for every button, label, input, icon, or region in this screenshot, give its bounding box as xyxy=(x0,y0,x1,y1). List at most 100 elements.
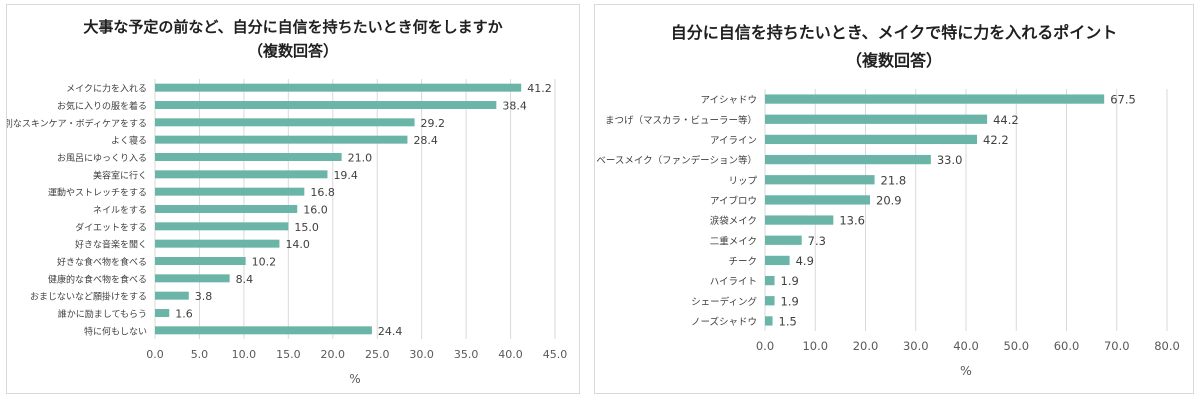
right-bar xyxy=(765,316,773,326)
right-x-tick-label: 70.0 xyxy=(1104,339,1130,353)
left-bar xyxy=(155,83,522,92)
right-data-label: 20.9 xyxy=(876,193,902,207)
left-data-label: 24.4 xyxy=(378,325,403,338)
right-bar xyxy=(765,215,834,225)
left-bar xyxy=(155,291,189,300)
right-category-label: 涙袋メイク xyxy=(710,215,757,227)
left-category-label: お気に入りの服を着る xyxy=(57,100,147,112)
right-x-tick-label: 0.0 xyxy=(756,339,774,353)
left-data-label: 29.2 xyxy=(421,117,446,130)
chart-panel-right: 自分に自信を持ちたいとき、メイクで特に力を入れるポイント （複数回答） 0.0 1… xyxy=(594,4,1194,394)
chart-title-left-sub: （複数回答） xyxy=(247,42,338,60)
left-category-label: メイクに力を入れる xyxy=(66,83,147,95)
right-bar xyxy=(765,235,802,245)
right-bar xyxy=(765,134,978,145)
left-bar xyxy=(155,274,230,283)
left-data-label: 16.8 xyxy=(310,186,335,199)
right-category-label: リップ xyxy=(728,176,757,187)
left-category-label: 誰かに励ましてもらう xyxy=(58,308,147,320)
left-data-label: 3.8 xyxy=(195,290,213,303)
right-bar xyxy=(765,275,775,286)
left-category-label: ネイルをする xyxy=(93,205,147,216)
left-data-label: 10.2 xyxy=(252,256,277,269)
left-bar xyxy=(155,326,372,335)
left-category-label: 好きな食べ物を食べる xyxy=(57,256,147,268)
left-category-label: ダイエットをする xyxy=(75,221,147,233)
right-data-label: 42.2 xyxy=(983,133,1009,147)
left-x-axis-title: % xyxy=(349,372,360,386)
left-x-tick-label: 5.0 xyxy=(191,348,209,361)
right-x-axis-title: % xyxy=(960,363,972,378)
right-x-tick-label: 20.0 xyxy=(853,339,879,353)
right-x-tick-label: 30.0 xyxy=(903,339,929,353)
right-x-tick-label: 60.0 xyxy=(1054,339,1080,353)
right-bar xyxy=(765,195,871,205)
right-category-label: ノーズシャドウ xyxy=(691,316,757,328)
left-data-label: 15.0 xyxy=(294,221,319,234)
left-data-label: 8.4 xyxy=(236,273,254,286)
left-bar xyxy=(155,222,289,231)
right-data-label: 1.5 xyxy=(779,314,797,328)
left-x-tick-label: 40.0 xyxy=(498,348,523,361)
chart-panel-left: 大事な予定の前など、自分に自信を持ちたいとき何をしますか （複数回答） 0.0 5… xyxy=(6,4,580,394)
right-bar xyxy=(765,255,790,266)
right-data-label: 67.5 xyxy=(1110,93,1136,107)
chart-title-right-sub: （複数回答） xyxy=(845,51,942,70)
left-data-label: 1.6 xyxy=(175,308,193,321)
left-data-label: 38.4 xyxy=(502,100,527,113)
left-category-label: 美容室に行く xyxy=(93,169,147,181)
right-category-label: 二重メイク xyxy=(710,235,757,247)
left-bar xyxy=(155,153,342,161)
left-data-label: 14.0 xyxy=(285,238,310,251)
left-x-tick-label: 0.0 xyxy=(146,348,164,361)
left-category-label: 好きな音楽を聞く xyxy=(75,239,147,251)
left-x-tick-label: 15.0 xyxy=(276,348,301,361)
left-x-tick-label: 25.0 xyxy=(365,348,390,361)
left-category-label: 運動やストレッチをする xyxy=(48,188,147,199)
left-bar xyxy=(155,118,415,127)
left-category-label: お風呂にゆっくり入る xyxy=(57,153,147,164)
left-category-label: 健康的な食べ物を食べる xyxy=(48,273,147,285)
left-category-label: 特別なスキンケア・ボディケアをする xyxy=(7,117,147,129)
right-data-label: 13.6 xyxy=(839,214,865,228)
left-x-tick-label: 10.0 xyxy=(232,348,257,361)
left-bar xyxy=(155,257,246,265)
right-category-label: ベースメイク（ファンデーション等） xyxy=(596,155,757,167)
left-bar xyxy=(155,101,497,109)
left-data-label: 19.4 xyxy=(333,169,358,182)
right-data-label: 44.2 xyxy=(993,113,1019,127)
left-bar xyxy=(155,309,170,317)
right-bar xyxy=(765,114,988,124)
left-data-label: 21.0 xyxy=(348,152,373,165)
right-x-tick-label: 80.0 xyxy=(1154,339,1180,353)
right-data-label: 1.9 xyxy=(781,294,799,308)
left-category-label: おまじないなど願掛けをする xyxy=(30,291,147,303)
right-category-label: ハイライト xyxy=(710,277,757,288)
left-bar xyxy=(155,205,298,213)
left-bar xyxy=(155,187,305,196)
right-data-label: 33.0 xyxy=(937,153,963,167)
left-x-tick-label: 20.0 xyxy=(321,348,346,361)
chart-title-right: 自分に自信を持ちたいとき、メイクで特に力を入れるポイント （複数回答） xyxy=(595,19,1193,75)
right-data-label: 1.9 xyxy=(781,274,799,288)
left-bar xyxy=(155,135,408,144)
right-x-tick-label: 10.0 xyxy=(802,339,828,353)
right-category-label: アイブロウ xyxy=(710,195,757,207)
right-bar xyxy=(765,154,931,165)
left-data-label: 16.0 xyxy=(303,204,328,217)
left-data-label: 28.4 xyxy=(413,134,438,147)
chart-title-left: 大事な予定の前など、自分に自信を持ちたいとき何をしますか （複数回答） xyxy=(7,15,579,63)
right-x-tick-label: 40.0 xyxy=(953,339,979,353)
chart-svg-right: 0.0 10.0 20.0 30.0 40.0 50.0 60.0 70.0 80.0 アイシャド… xyxy=(596,89,1180,378)
right-category-label: アイシャドウ xyxy=(700,95,757,106)
chart-svg-left: 0.0 5.0 10.0 15.0 20.0 25.0 30.0 35.0 40.0 45.0 メイ… xyxy=(7,79,567,386)
left-category-label: よく寝る xyxy=(111,135,147,147)
left-category-label: 特に何もしない xyxy=(84,325,147,337)
chart-title-left-main: 大事な予定の前など、自分に自信を持ちたいとき何をしますか xyxy=(83,18,503,36)
right-category-label: アイライン xyxy=(710,135,757,146)
left-bar xyxy=(155,170,328,179)
left-x-tick-label: 35.0 xyxy=(454,348,479,361)
left-data-label: 41.2 xyxy=(527,82,552,95)
right-bar xyxy=(765,94,1105,104)
right-data-label: 4.9 xyxy=(796,254,814,268)
